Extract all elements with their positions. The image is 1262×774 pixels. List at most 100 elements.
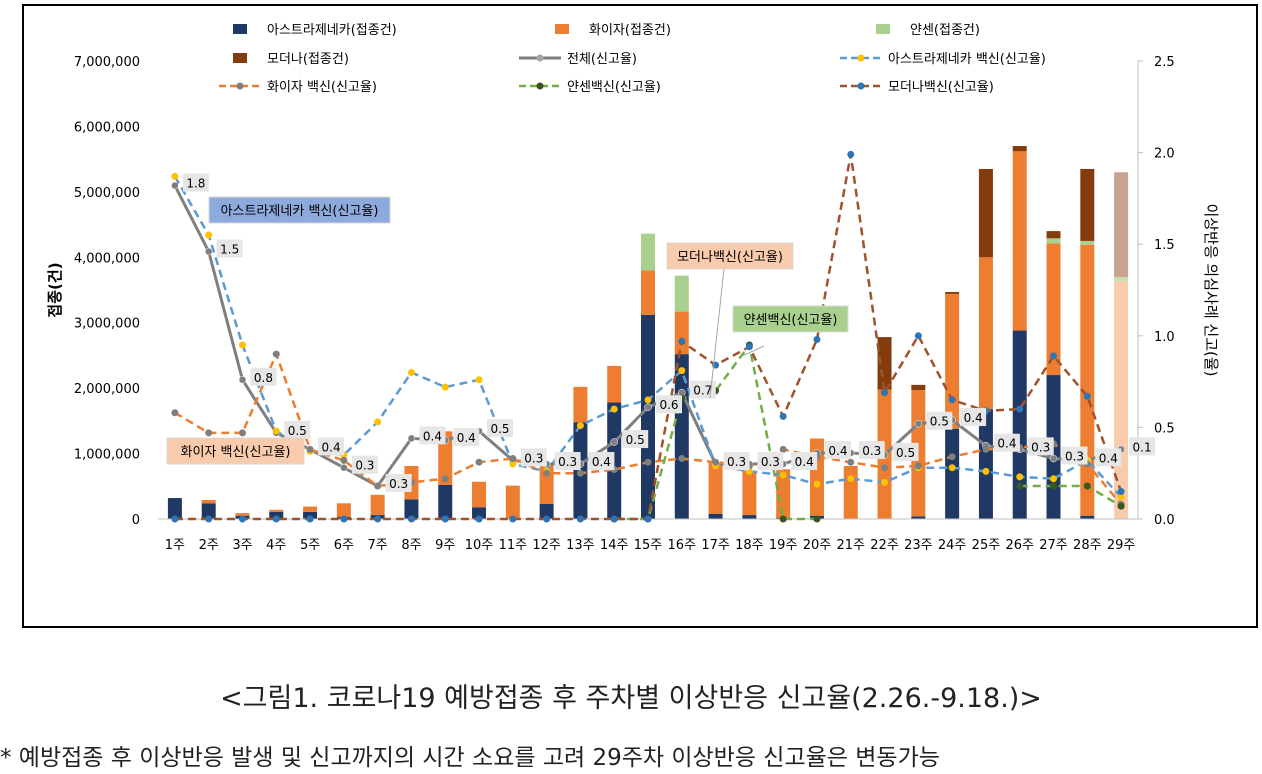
bar-segment: [472, 507, 487, 519]
series-point: [171, 181, 179, 190]
bar-segment: [573, 386, 588, 423]
bar-segment: [1080, 240, 1095, 245]
data-label-bg: [487, 419, 514, 438]
data-label-bg: [824, 441, 851, 460]
x-tick-label: 6주: [334, 538, 354, 553]
x-tick-label: 18주: [735, 538, 764, 553]
bar-segment: [303, 511, 318, 519]
series-point: [1117, 502, 1125, 510]
bar-segment: [641, 314, 655, 519]
series-point: [847, 150, 855, 158]
data-label: 0.4: [964, 411, 983, 425]
bar-segment: [370, 494, 385, 516]
series-point: [982, 467, 990, 475]
series-point: [543, 469, 551, 477]
y-right-tick-label: 0.5: [1154, 421, 1175, 436]
series-point: [306, 515, 314, 523]
bar-segment: [843, 466, 858, 519]
data-label: 0.1: [1133, 440, 1152, 454]
bar-segment: [945, 291, 960, 294]
bar-segment: [708, 462, 723, 514]
x-tick-label: 25주: [972, 538, 1001, 553]
bar-segment: [539, 464, 554, 504]
bar-segment: [1080, 515, 1095, 519]
series-point: [576, 469, 584, 477]
legend-marker: [536, 82, 544, 90]
data-label-bg: [318, 437, 345, 456]
bar-segment: [742, 515, 757, 519]
x-tick-label: 1주: [165, 538, 185, 553]
x-tick-label: 3주: [232, 538, 252, 553]
series-point: [678, 455, 686, 463]
y-left-tick-label: 7,000,000: [74, 55, 140, 70]
y-left-axis-title: 접종(건): [46, 262, 64, 317]
series-point: [306, 445, 314, 453]
y-right-tick-label: 1.5: [1154, 238, 1175, 253]
legend-label: 모더나백신(신고율): [888, 80, 994, 95]
data-label-bg: [250, 367, 277, 386]
data-label: 1.5: [220, 243, 239, 257]
y-left-tick-label: 4,000,000: [74, 251, 140, 266]
legend-marker: [857, 54, 865, 62]
data-label: 0.7: [693, 384, 712, 398]
series-line: [1019, 484, 1122, 508]
legend-label: 얀센백신(신고율): [567, 80, 661, 95]
data-label: 0.3: [1031, 440, 1050, 454]
data-label-bg: [284, 420, 311, 439]
series-point: [1016, 473, 1024, 481]
callout-connector: [709, 268, 725, 399]
data-label: 0.6: [659, 398, 678, 412]
data-label-bg: [689, 380, 716, 399]
series-point: [847, 458, 855, 466]
series-point: [509, 460, 517, 468]
data-label: 0.3: [727, 455, 746, 469]
x-tick-label: 7주: [368, 538, 388, 553]
data-label-bg: [554, 452, 581, 471]
data-label: 0.4: [423, 429, 442, 443]
bar-segment: [1012, 146, 1027, 152]
figure-caption: <그림1. 코로나19 예방접종 후 주차별 이상반응 신고율(2.26.-9.…: [220, 683, 1042, 714]
data-label: 0.5: [490, 422, 509, 436]
bar-segment: [911, 384, 926, 391]
x-tick-label: 20주: [803, 538, 832, 553]
x-tick-label: 10주: [465, 538, 494, 553]
callout-box: [666, 242, 794, 270]
footnote: * 예방접종 후 이상반응 발생 및 신고까지의 시간 소요를 고려 29주차 …: [0, 745, 940, 771]
series-point: [914, 419, 923, 428]
y-right-tick-label: 1.0: [1154, 330, 1175, 345]
bar-segment: [167, 498, 182, 519]
series-point: [204, 247, 213, 256]
callout-box: [166, 437, 305, 465]
series-point: [1050, 475, 1058, 483]
data-label-bg: [351, 455, 378, 474]
series-point: [847, 475, 855, 483]
series-point: [475, 515, 483, 523]
data-label: 0.5: [626, 433, 645, 447]
legend-swatch: [233, 53, 247, 63]
series-point: [914, 332, 922, 340]
series-point: [644, 396, 652, 404]
y-right-tick-label: 0.0: [1154, 513, 1175, 528]
bar-segment: [1114, 172, 1129, 277]
series-point: [948, 453, 956, 461]
callout-label: 모더나백신(신고율): [677, 250, 783, 265]
x-tick-label: 16주: [668, 538, 697, 553]
y-right-tick-label: 2.0: [1154, 147, 1175, 162]
x-tick-label: 15주: [634, 538, 663, 553]
data-label: 0.4: [322, 440, 341, 454]
bar-segment: [674, 311, 689, 355]
bar-segment: [336, 503, 351, 518]
bar-segment: [1080, 244, 1095, 516]
series-point: [644, 458, 652, 466]
series-point: [813, 515, 821, 523]
data-label: 0.4: [795, 455, 814, 469]
bar-segment: [1012, 151, 1027, 331]
series-point: [1016, 405, 1024, 413]
data-label: 0.3: [558, 455, 577, 469]
x-tick-label: 21주: [837, 538, 866, 553]
series-point: [374, 482, 382, 490]
series-point: [441, 515, 449, 523]
series-point: [610, 405, 618, 413]
series-point: [407, 515, 415, 523]
data-label: 0.3: [524, 451, 543, 465]
